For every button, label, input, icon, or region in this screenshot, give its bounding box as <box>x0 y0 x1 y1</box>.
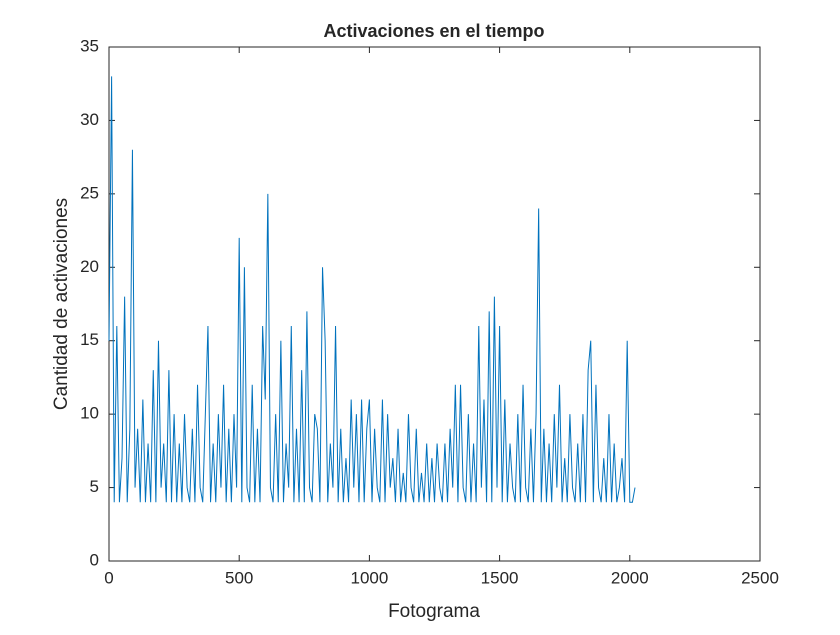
axes-box <box>108 46 761 562</box>
y-tick-label: 0 <box>90 550 99 569</box>
y-tick-label: 30 <box>80 110 99 129</box>
y-tick-label: 20 <box>80 257 99 276</box>
x-tick-label: 500 <box>225 568 253 587</box>
x-tick-label: 2500 <box>741 568 779 587</box>
y-tick-label: 35 <box>80 36 99 55</box>
x-tick-label: 0 <box>104 568 113 587</box>
x-tick-label: 1000 <box>350 568 388 587</box>
y-tick-label: 15 <box>80 330 99 349</box>
y-tick-label: 10 <box>80 404 99 423</box>
x-axis-label: Fotograma <box>388 601 480 622</box>
y-axis-label: Cantidad de activaciones <box>51 198 72 410</box>
x-tick-label: 1500 <box>481 568 519 587</box>
data-line <box>108 76 636 503</box>
x-tick-label: 2000 <box>611 568 649 587</box>
y-tick-label: 5 <box>90 477 99 496</box>
y-tick-label: 25 <box>80 183 99 202</box>
chart-title: Activaciones en el tiempo <box>323 21 544 41</box>
